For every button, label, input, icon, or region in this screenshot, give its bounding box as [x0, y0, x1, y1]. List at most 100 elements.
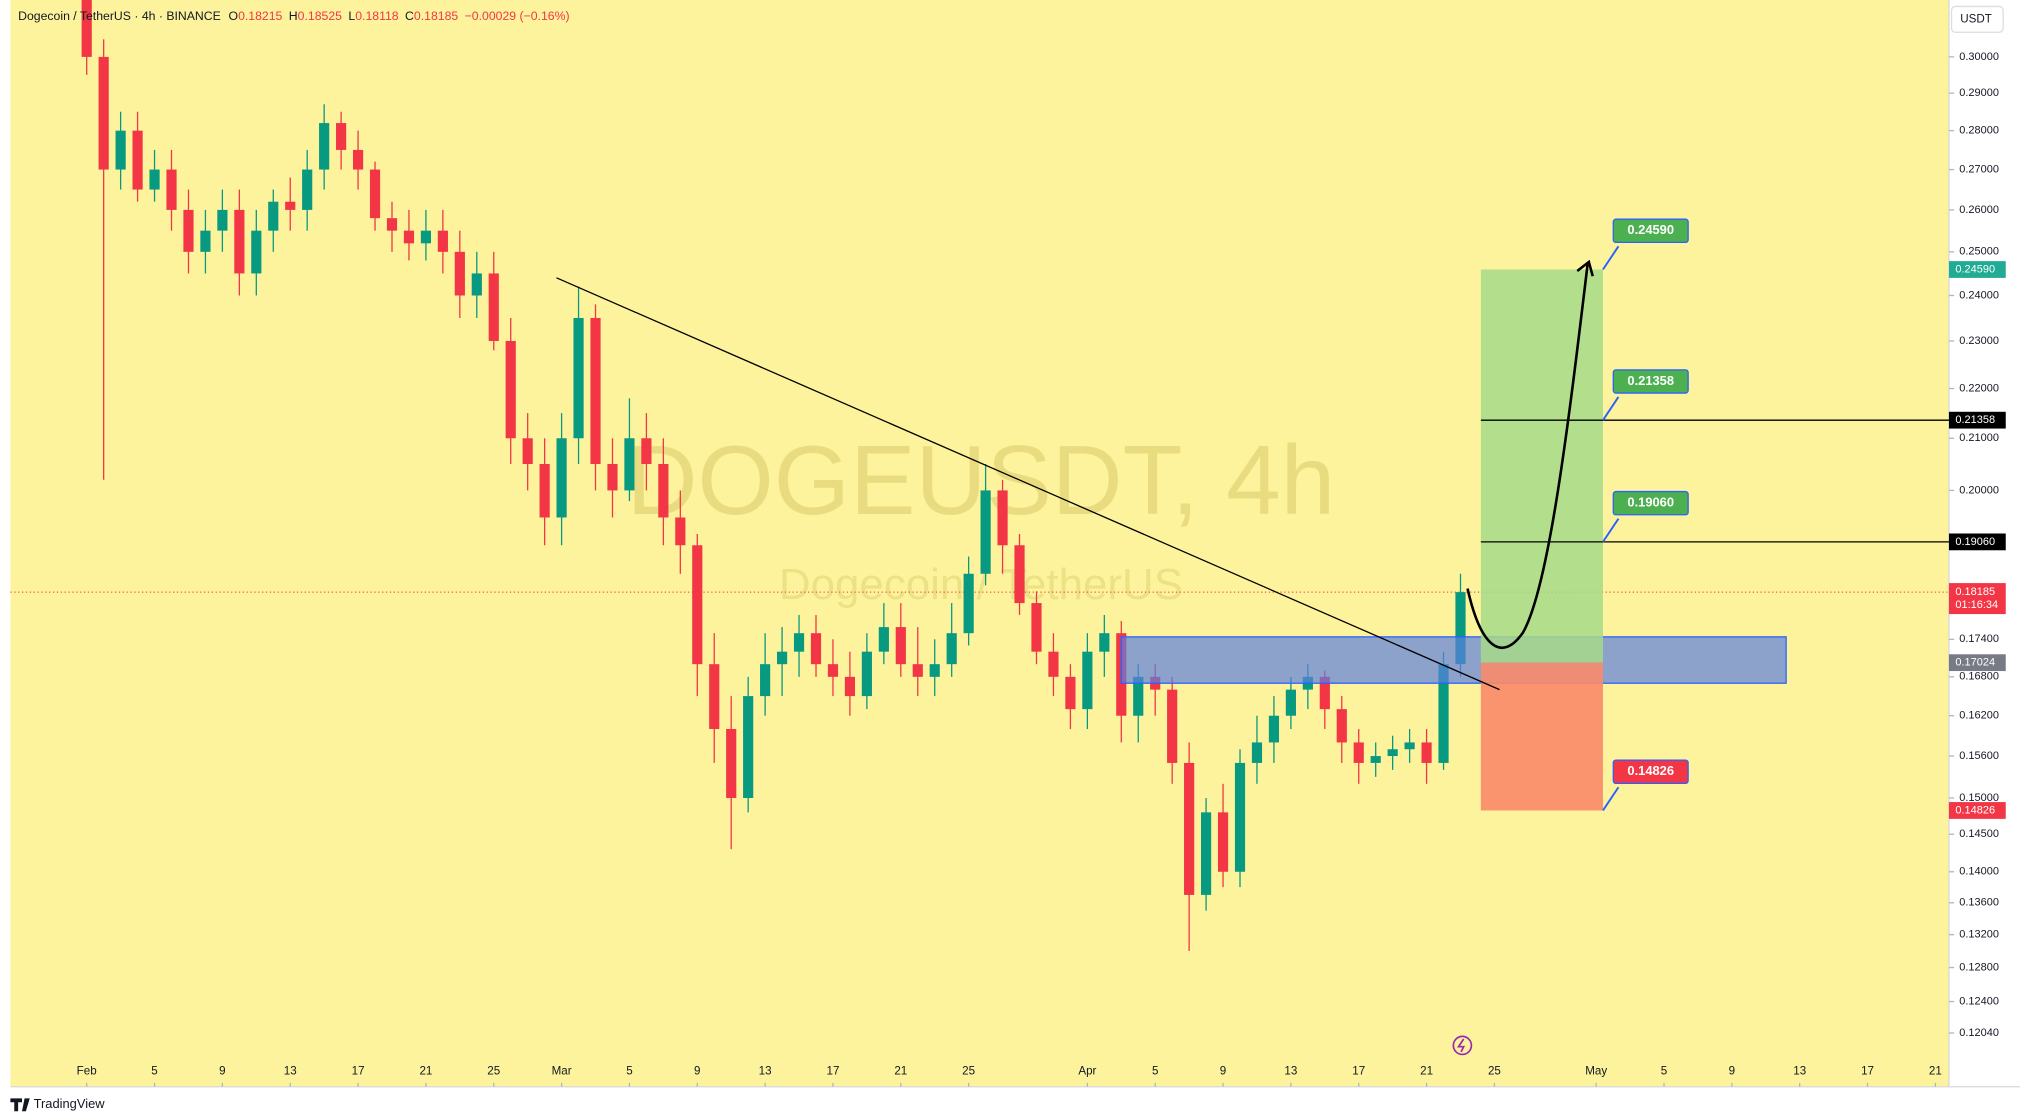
support-zone [1120, 636, 1787, 684]
candle-body [1319, 676, 1330, 710]
x-tick-label: 13 [1793, 1064, 1806, 1077]
candle-body [776, 651, 788, 665]
loss-area [1480, 662, 1603, 811]
candle-body [1370, 756, 1381, 763]
y-tick-label: 0.14000 [1959, 866, 1999, 878]
candle-body [793, 633, 805, 652]
candle-body [1336, 709, 1347, 743]
x-tick-label: 25 [962, 1064, 975, 1077]
last-price-box [1948, 583, 2006, 615]
brand: TradingView [34, 1096, 106, 1111]
x-tick-label: 5 [151, 1064, 157, 1077]
candle-body [1353, 742, 1364, 763]
candle-body [1404, 742, 1415, 750]
candle-body [1234, 762, 1246, 872]
y-tick-label: 0.12800 [1959, 961, 1999, 973]
ohlc-key: L [348, 9, 355, 23]
x-tick-label: 21 [1929, 1064, 1942, 1077]
candle-body [234, 209, 245, 274]
callout-label: 0.24590 [1627, 222, 1674, 237]
candle-body [522, 438, 533, 465]
candle-body [1167, 689, 1178, 763]
candle-body [692, 545, 703, 665]
x-tick-label: 25 [487, 1064, 500, 1077]
ohlc-key: C [405, 9, 414, 23]
candle-body [912, 664, 923, 677]
candle-body [268, 201, 279, 231]
candle-body [556, 438, 567, 518]
y-tick-label: 0.17400 [1959, 633, 1999, 645]
ohlc-value: 0.18215 [238, 9, 282, 23]
candle-body [1438, 664, 1449, 763]
y-tick-label: 0.29000 [1959, 87, 1999, 99]
y-tick-label: 0.22000 [1959, 382, 1999, 394]
candle-body [709, 664, 720, 729]
callout-pointer [1602, 245, 1620, 271]
x-tick-label: 21 [1420, 1064, 1433, 1077]
x-tick-label: 13 [1284, 1064, 1297, 1077]
y-tick-label: 0.24000 [1959, 289, 1999, 301]
axes: 0.30000 0.29000 0.28000 0.27000 0.26000 0.250… [77, 51, 2006, 1087]
price-tag: 0.14826 [1955, 804, 1995, 816]
price-tag-box [1948, 533, 2006, 551]
price-tag: 0.17024 [1955, 657, 1995, 669]
candle-body [590, 317, 601, 465]
profit-area [1480, 269, 1603, 663]
candle-body [1268, 715, 1280, 743]
candle-body [98, 56, 109, 170]
candle-body [403, 230, 415, 244]
y-tick-label: 0.25000 [1959, 246, 1999, 258]
x-tick-label: 21 [894, 1064, 907, 1077]
candle-body [1048, 651, 1059, 677]
candle-body [352, 149, 364, 170]
candle-body [1014, 545, 1025, 604]
price-tag-box [1948, 654, 2006, 672]
callout-pointer [1602, 396, 1620, 421]
x-tick-label: 25 [1488, 1064, 1501, 1077]
callout-label: 0.19060 [1627, 495, 1674, 510]
x-tick-label: 9 [694, 1064, 700, 1077]
change: −0.00029 (−0.16%) [465, 9, 570, 23]
ohlc-value: 0.18118 [355, 9, 399, 23]
callout-label: 0.14826 [1627, 763, 1674, 778]
y-tick-label: 0.23000 [1959, 335, 1999, 347]
candle-body [1184, 762, 1195, 895]
candle-body [1421, 742, 1432, 763]
candle-body [319, 123, 330, 170]
x-tick-label: 9 [1729, 1064, 1735, 1077]
currency-box [1950, 5, 2004, 33]
last-price: 0.18185 [1955, 586, 1995, 598]
candle-body [1455, 592, 1466, 665]
y-tick-label: 0.20000 [1959, 484, 1999, 496]
x-tick-label: 5 [1152, 1064, 1158, 1077]
price-tag: 0.19060 [1955, 536, 1995, 548]
candle-body [810, 633, 822, 665]
candle-body [454, 251, 465, 296]
drawings-front: 0.21358 0.19060 0.24590 0.14826 [556, 218, 1949, 812]
x-tick-label: Feb [77, 1064, 97, 1077]
candle-body [488, 273, 499, 341]
candle-body [895, 627, 906, 665]
projection-arrowhead [1576, 259, 1594, 277]
candle-body [437, 230, 448, 252]
events-icon[interactable] [1452, 1035, 1473, 1056]
candle-body [386, 218, 398, 231]
y-tick-label: 0.12040 [1959, 1027, 1999, 1039]
candle-body [149, 169, 160, 190]
candle-body [420, 230, 432, 244]
ohlc-key: H [289, 9, 298, 23]
candle-body [878, 627, 889, 652]
y-tick-label: 0.15000 [1959, 792, 1999, 804]
x-tick-label: May [1585, 1064, 1607, 1077]
candle-body [336, 123, 347, 150]
brand-logo [10, 1098, 30, 1112]
candle-body [726, 728, 737, 798]
candle-body [369, 169, 381, 219]
candle-body [1251, 742, 1263, 763]
candle-body [1217, 812, 1229, 872]
candle-body [1099, 633, 1110, 652]
y-tick-label: 0.16200 [1959, 710, 1999, 722]
callout-label: 0.21358 [1627, 373, 1674, 388]
plot-area [10, 0, 1949, 1087]
candle-body [641, 438, 652, 465]
